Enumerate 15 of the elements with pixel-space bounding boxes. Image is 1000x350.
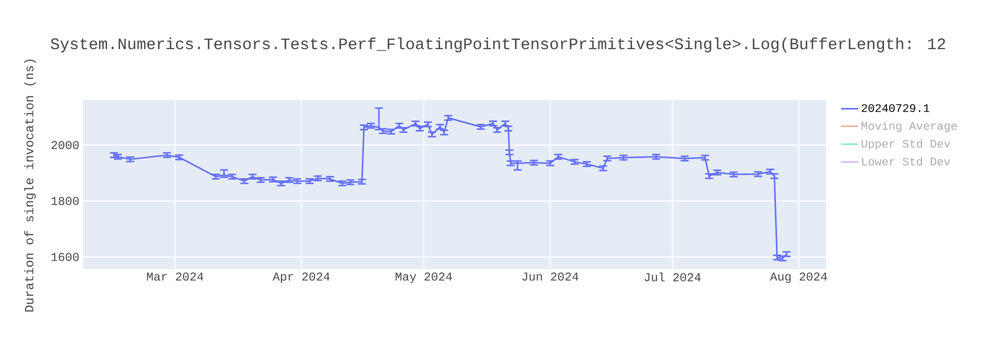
y-axis-title: Duration of single invocation (ns) <box>24 60 36 312</box>
x-tick-label: Jun 2024 <box>522 272 578 281</box>
x-tick-label: May 2024 <box>396 272 452 284</box>
x-tick-label: Apr 2024 <box>272 272 330 284</box>
legend-label: 20240729.1 <box>862 104 930 112</box>
x-tick-label: Jul 2024 <box>644 272 701 282</box>
y-tick-label: 1800 <box>52 196 79 206</box>
legend-label: Upper Std Dev <box>862 139 950 150</box>
x-tick-label: Aug 2024 <box>770 272 827 284</box>
y-tick-label: 1600 <box>52 252 79 262</box>
y-tick-label: 2000 <box>52 140 79 150</box>
legend-label: Moving Average <box>862 121 957 132</box>
legend-label: Lower Std Dev <box>862 157 950 166</box>
x-tick-label: Mar 2024 <box>147 272 204 281</box>
chart-title: System.Numerics.Tensors.Tests.Perf_FloatingPointTensorPrimitives<Single>.Log(BufferLength: 12 <box>50 38 946 52</box>
